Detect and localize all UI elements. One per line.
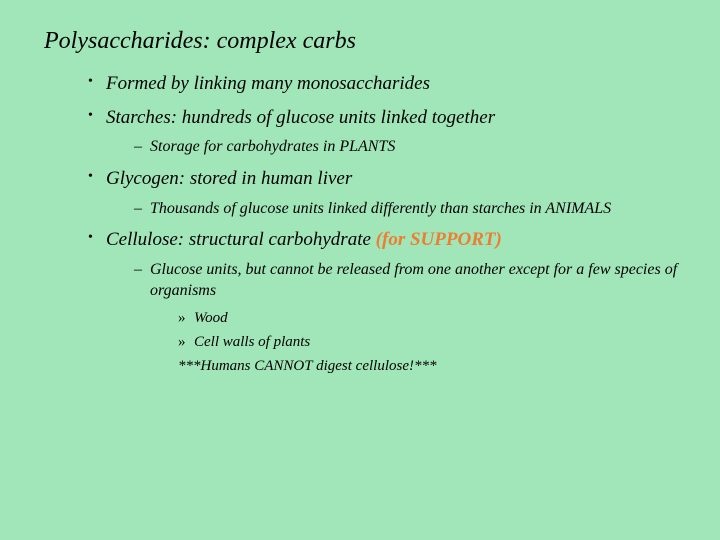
bullet-text: Thousands of glucose units linked differ…	[150, 200, 611, 217]
bullet-text: Formed by linking many monosaccharides	[106, 73, 430, 94]
bullet-list-lvl2: Thousands of glucose units linked differ…	[134, 198, 680, 220]
bullet-text: Glucose units, but cannot be released fr…	[150, 261, 677, 300]
bullet-glycogen: Glycogen: stored in human liver Thousand…	[88, 166, 680, 219]
bullet-text: Cell walls of plants	[194, 334, 310, 350]
bullet-list-lvl2: Storage for carbohydrates in PLANTS	[134, 136, 680, 158]
bullet-starches: Starches: hundreds of glucose units link…	[88, 105, 680, 158]
bullet-list-lvl2: Glucose units, but cannot be released fr…	[134, 259, 680, 377]
bullet-cellulose: Cellulose: structural carbohydrate (for …	[88, 227, 680, 377]
bullet-text: Cellulose: structural carbohydrate	[106, 229, 371, 250]
slide-title: Polysaccharides: complex carbs	[44, 28, 680, 55]
bullet-highlight: (for SUPPORT)	[376, 229, 502, 250]
bullet-glycogen-thousands: Thousands of glucose units linked differ…	[134, 198, 680, 220]
bullet-text: Glycogen: stored in human liver	[106, 168, 352, 189]
bullet-formed: Formed by linking many monosaccharides	[88, 71, 680, 97]
bullet-text: Starches: hundreds of glucose units link…	[106, 107, 495, 128]
bullet-cellwalls: Cell walls of plants	[178, 332, 680, 352]
bullet-text: Wood	[194, 310, 228, 326]
bullet-cellulose-glucose: Glucose units, but cannot be released fr…	[134, 259, 680, 377]
bullet-text: Storage for carbohydrates in PLANTS	[150, 138, 395, 155]
bullet-humans-cannot: ***Humans CANNOT digest cellulose!***	[178, 356, 680, 376]
bullet-text: ***Humans CANNOT digest cellulose!***	[178, 358, 436, 374]
bullet-starches-storage: Storage for carbohydrates in PLANTS	[134, 136, 680, 158]
bullet-list-lvl1: Formed by linking many monosaccharides S…	[88, 71, 680, 377]
bullet-wood: Wood	[178, 308, 680, 328]
bullet-list-lvl3: Wood Cell walls of plants ***Humans CANN…	[178, 308, 680, 377]
